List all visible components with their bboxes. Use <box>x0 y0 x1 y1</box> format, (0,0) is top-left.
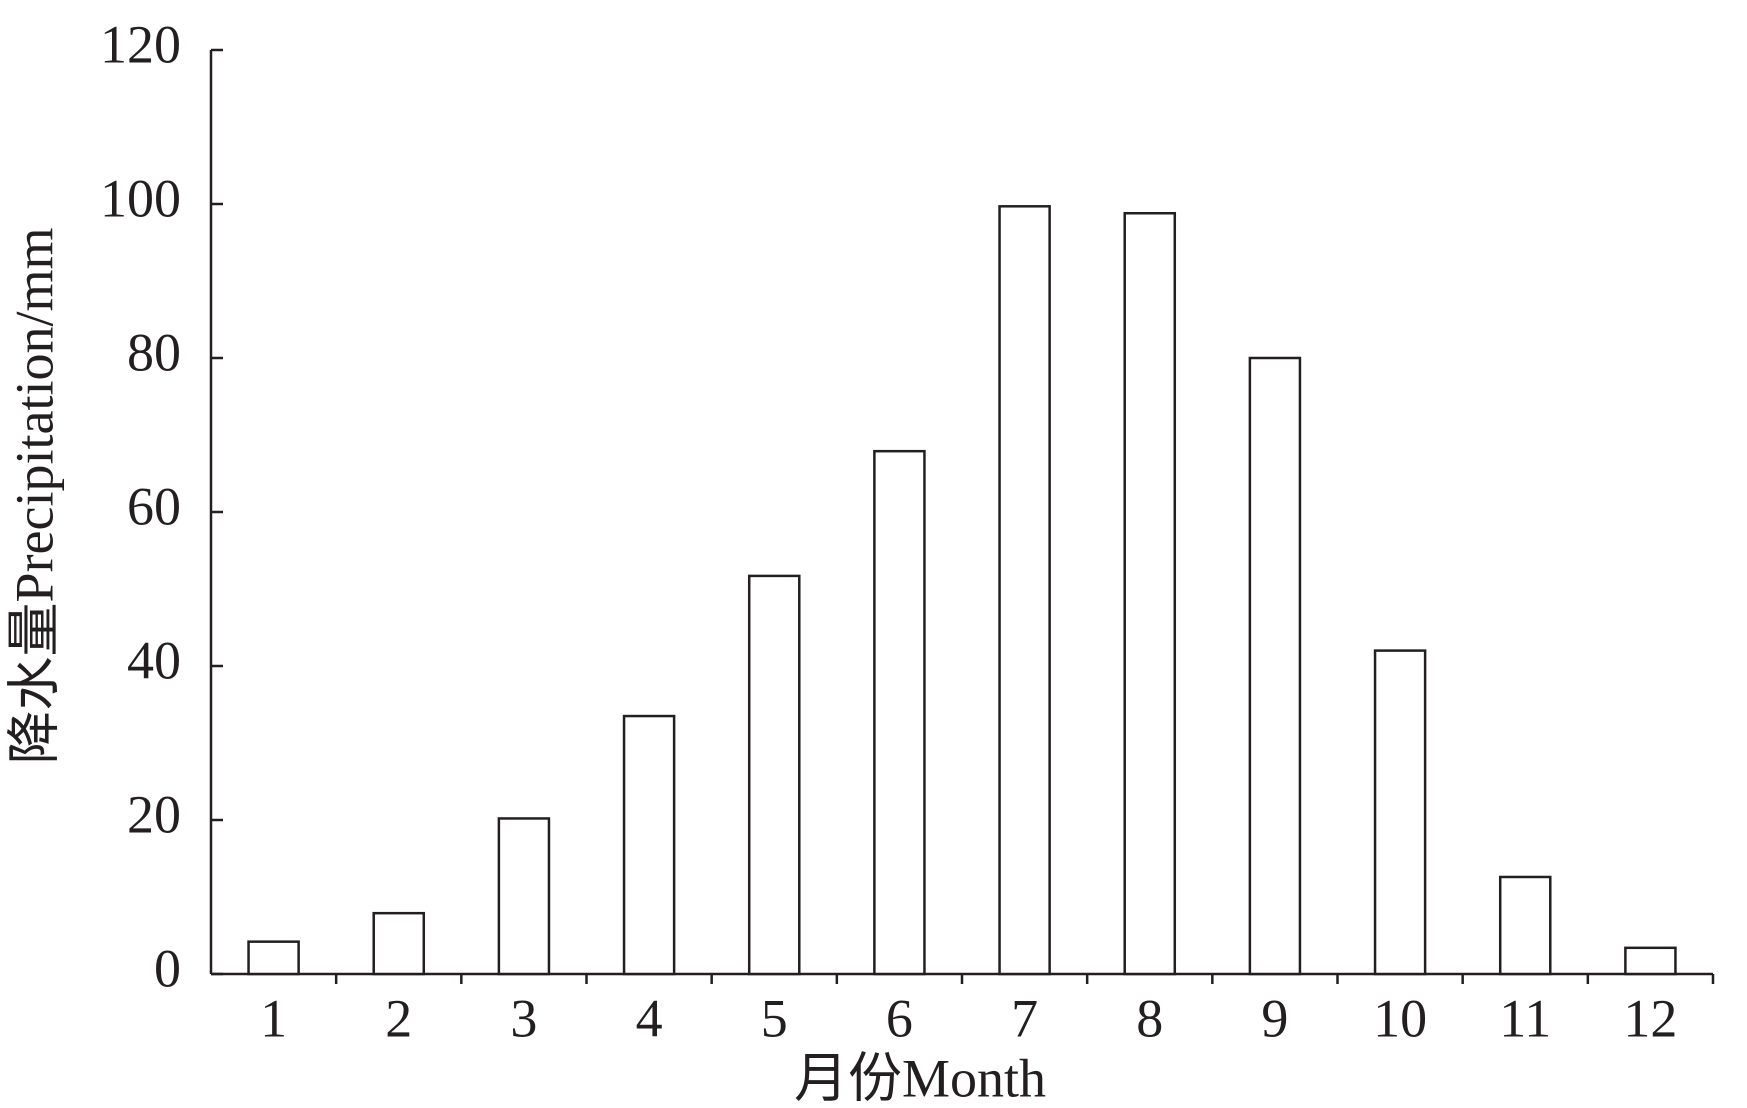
bar <box>1498 875 1552 976</box>
bar <box>998 205 1051 976</box>
x-tick-label: 11 <box>1499 988 1551 1048</box>
y-tick-label: 60 <box>127 476 181 536</box>
bar <box>622 714 676 976</box>
x-tick-label: 4 <box>636 988 663 1048</box>
y-tick-label: 100 <box>100 168 181 228</box>
x-tick-label: 7 <box>1011 988 1038 1048</box>
y-tick-label: 20 <box>127 784 181 844</box>
y-tick-label: 120 <box>100 14 181 74</box>
x-tick-label: 3 <box>510 988 537 1048</box>
bar <box>1624 946 1677 976</box>
x-tick-label: 2 <box>385 988 412 1048</box>
bar <box>497 817 551 976</box>
bar <box>747 574 801 976</box>
bar <box>1123 211 1177 976</box>
x-tick-label: 9 <box>1261 988 1288 1048</box>
bar <box>372 911 426 976</box>
y-axis-title: 降水量Precipitation/mm <box>4 228 64 765</box>
y-tick-label: 80 <box>127 322 181 382</box>
y-tick-label: 40 <box>127 630 181 690</box>
x-tick-label: 10 <box>1373 988 1427 1048</box>
x-tick-label: 5 <box>761 988 788 1048</box>
x-axis-title: 月份Month <box>794 1048 1046 1108</box>
x-tick-label: 1 <box>260 988 287 1048</box>
bar <box>1248 356 1302 976</box>
y-tick-label: 0 <box>154 938 181 998</box>
bar <box>247 940 300 976</box>
x-tick-label: 12 <box>1623 988 1677 1048</box>
x-tick-label: 6 <box>886 988 913 1048</box>
bar <box>873 449 926 976</box>
x-tick-label: 8 <box>1136 988 1163 1048</box>
bar <box>1373 649 1427 976</box>
